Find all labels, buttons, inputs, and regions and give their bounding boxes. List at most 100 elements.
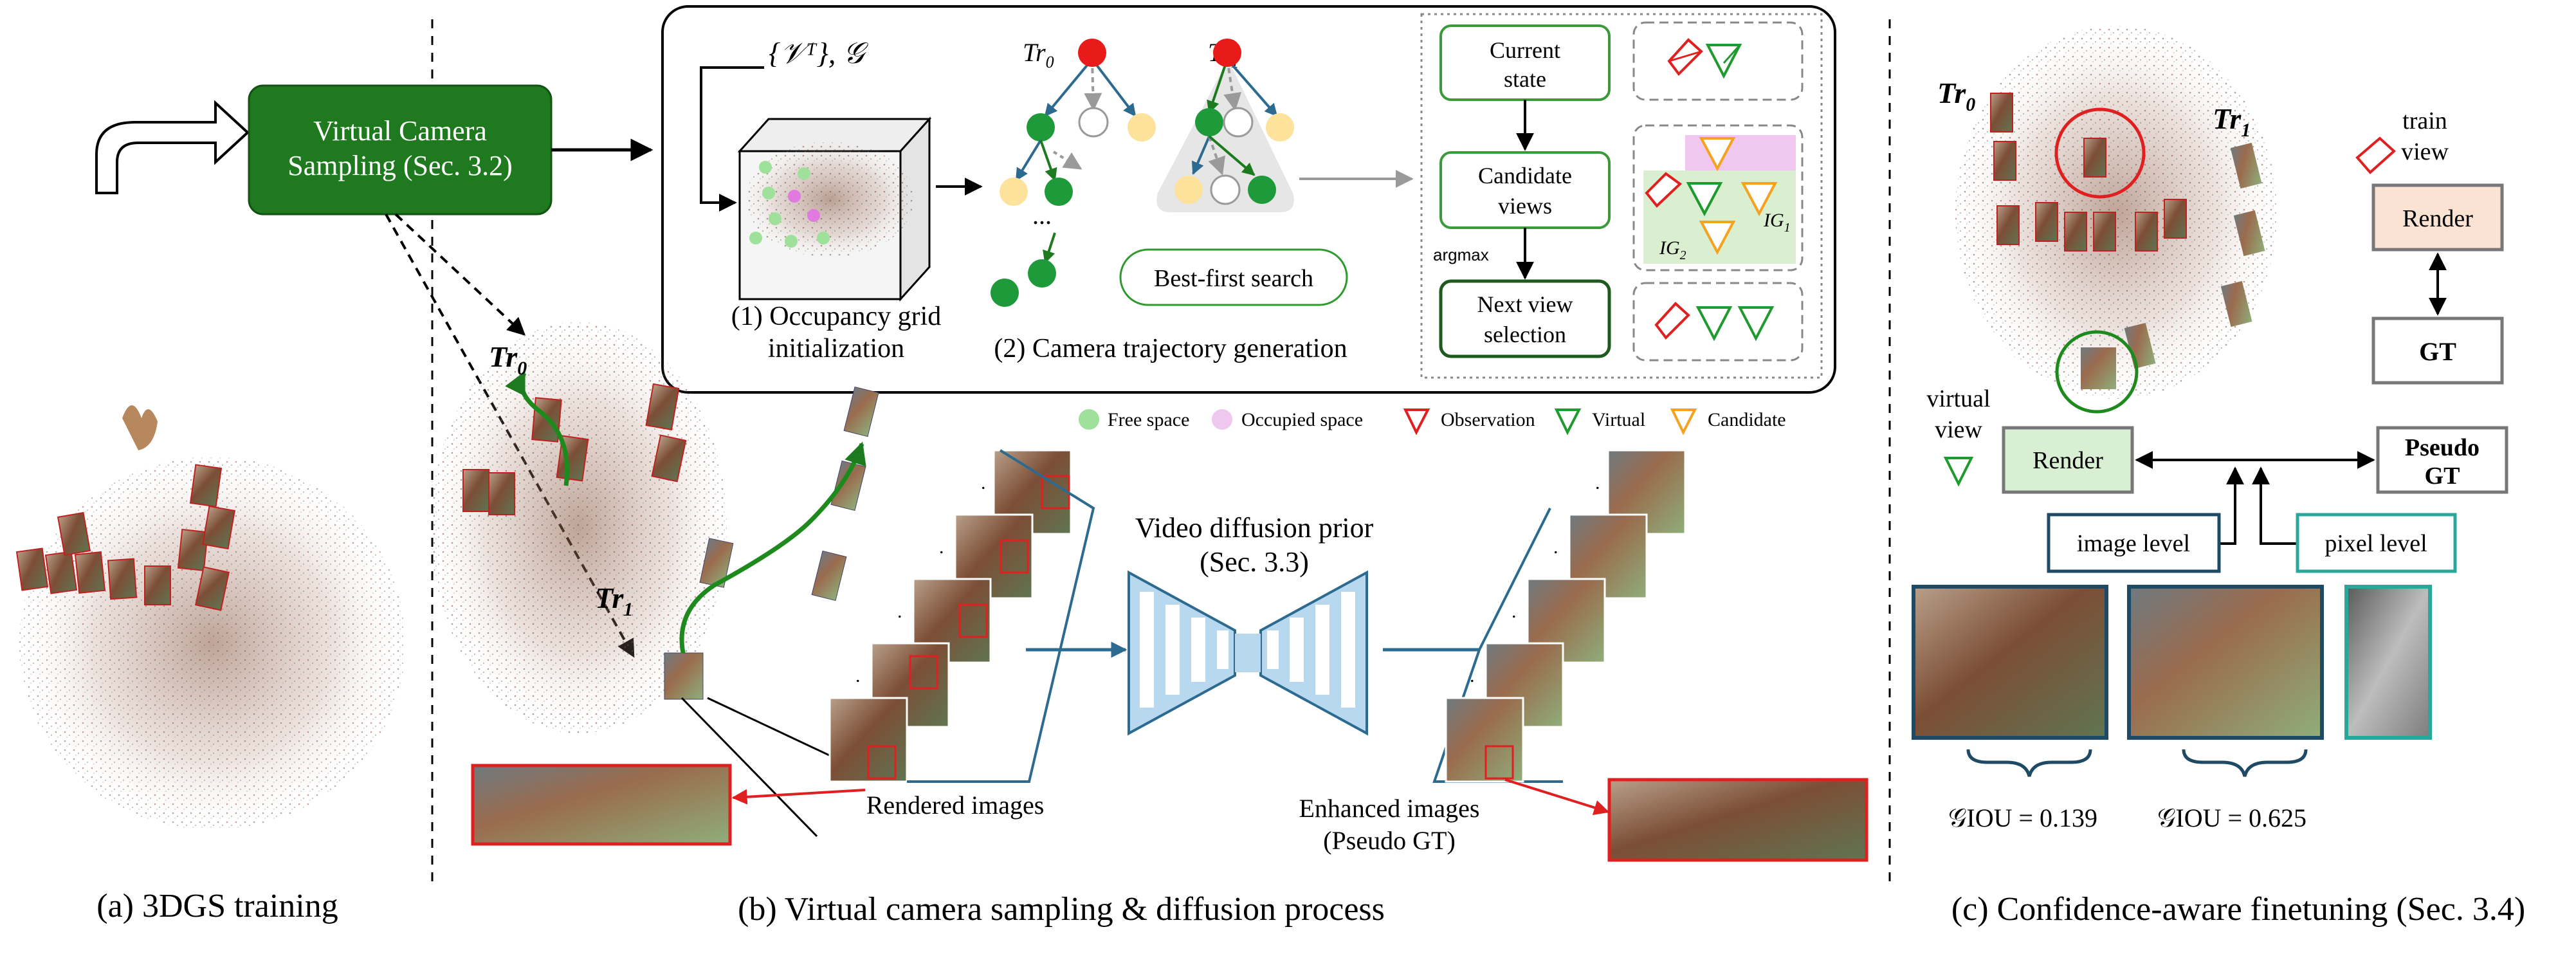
pixel-level-label: pixel level bbox=[2325, 530, 2427, 557]
candidate-line2: views bbox=[1498, 193, 1552, 219]
pseudo-gt-box bbox=[2376, 426, 2508, 494]
virtual-icon bbox=[1705, 44, 1742, 79]
ig1-label: IG1 bbox=[1763, 210, 1791, 235]
train-view-line1: train bbox=[2402, 107, 2447, 134]
stack-bracket-left bbox=[907, 449, 1095, 783]
inputs-bracket bbox=[700, 66, 764, 212]
svg-text:.: . bbox=[1470, 665, 1475, 686]
enhanced-line2: (Pseudo GT) bbox=[1323, 826, 1456, 855]
svg-text:.: . bbox=[855, 665, 861, 686]
observation-icon bbox=[1667, 38, 1703, 77]
tree1-root bbox=[1213, 39, 1241, 67]
best-first-search-label: Best-first search bbox=[1154, 265, 1313, 292]
image-level-box bbox=[2047, 513, 2221, 573]
enhanced-line1: Enhanced images bbox=[1299, 794, 1480, 823]
legend-free: Free space bbox=[1108, 409, 1189, 430]
input-arrow-icon bbox=[95, 100, 250, 194]
train-view-highlight bbox=[2054, 107, 2146, 199]
gt-label: GT bbox=[2419, 337, 2456, 366]
state-mini-2 bbox=[1632, 124, 1804, 271]
panel-c-caption: (c) Confidence-aware finetuning (Sec. 3.… bbox=[1951, 891, 2525, 928]
next-line1: Next view bbox=[1477, 291, 1573, 317]
best-first-search-box bbox=[1119, 248, 1348, 306]
enhanced-crop bbox=[1607, 778, 1868, 862]
point-cloud-b bbox=[425, 315, 879, 740]
pseudo-line1: Pseudo bbox=[2405, 434, 2480, 461]
legend-occupied: Occupied space bbox=[1241, 409, 1363, 430]
virtual-view-line2: view bbox=[1935, 416, 1982, 443]
svg-text:.: . bbox=[981, 472, 986, 493]
occupancy-line1: (1) Occupancy grid bbox=[731, 302, 942, 331]
svg-text:.: . bbox=[1595, 472, 1600, 493]
pixel-level-box bbox=[2296, 513, 2457, 573]
trajectory-tr1 bbox=[679, 441, 866, 654]
rendered-label: Rendered images bbox=[866, 791, 1045, 820]
point-cloud-c bbox=[1949, 19, 2283, 405]
traj0-label: Tr0 bbox=[489, 340, 527, 379]
dashed-arrow-tr0 bbox=[394, 213, 526, 336]
tree0-root bbox=[1078, 39, 1106, 67]
tree0-label: Tr0 bbox=[1023, 38, 1054, 71]
tr0-label: Tr0 bbox=[1937, 77, 1975, 115]
diffusion-line1: Video diffusion prior bbox=[1135, 512, 1374, 544]
sampling-box-line1: Virtual Camera bbox=[313, 115, 487, 147]
train-view-line2: view bbox=[2401, 138, 2449, 165]
tr1-label: Tr1 bbox=[2213, 102, 2251, 141]
legend-candidate: Candidate bbox=[1708, 409, 1786, 430]
traj1-label: Tr1 bbox=[595, 582, 633, 620]
observation-icon-2 bbox=[1645, 172, 1683, 208]
svg-text:.: . bbox=[939, 537, 944, 558]
legend-observation: Observation bbox=[1441, 409, 1535, 430]
tree-1: Tr1 bbox=[1156, 38, 1294, 212]
argmax-label: argmax bbox=[1433, 245, 1489, 264]
legend: Free space Occupied space Observation Vi… bbox=[1079, 408, 1786, 436]
virtual-icon-2 bbox=[1686, 182, 1723, 217]
render-bottom-box bbox=[2002, 426, 2134, 494]
occupancy-grid-cube bbox=[737, 116, 932, 302]
state-mini-1 bbox=[1632, 21, 1804, 101]
giou-2: 𝒢IOU = 0.625 bbox=[2157, 803, 2307, 832]
state-mini-3 bbox=[1632, 282, 1804, 362]
zoom-line-1 bbox=[681, 697, 818, 838]
next-view-box bbox=[1439, 279, 1611, 358]
occupancy-line2: initialization bbox=[768, 334, 904, 363]
rendered-crop bbox=[471, 764, 732, 846]
enhanced-stack: .... bbox=[1445, 449, 1686, 783]
gt-box bbox=[2371, 316, 2504, 385]
ig2-label: IG2 bbox=[1659, 237, 1686, 262]
render-top-box bbox=[2371, 183, 2504, 252]
point-cloud-a bbox=[13, 405, 412, 836]
candidate-icons bbox=[1699, 137, 1778, 255]
panel-b: {𝒱ᵀ}, 𝒢 (1) Occupancy grid initializatio… bbox=[425, 5, 1868, 928]
trajectory-tr0 bbox=[505, 371, 570, 486]
train-view-icon bbox=[2355, 136, 2396, 174]
panel-a: Virtual Camera Sampling (Sec. 3.2) bbox=[13, 84, 653, 924]
virtual-view-line1: virtual bbox=[1926, 385, 1990, 412]
inputs-label: {𝒱ᵀ}, 𝒢 bbox=[769, 37, 869, 69]
next-line2: selection bbox=[1484, 322, 1566, 347]
trajectory-label: (2) Camera trajectory generation bbox=[994, 334, 1347, 363]
tree0-ellipsis: ... bbox=[1032, 201, 1052, 230]
tree-0: Tr0 ... bbox=[1000, 38, 1156, 288]
diffusion-line2: (Sec. 3.3) bbox=[1200, 546, 1309, 578]
virtual-view-icon bbox=[1943, 457, 1974, 487]
sampling-box-line2: Sampling (Sec. 3.2) bbox=[288, 150, 513, 181]
giou-1: 𝒢IOU = 0.139 bbox=[1948, 803, 2097, 832]
current-line2: state bbox=[1504, 66, 1546, 92]
virtual-view-highlight bbox=[2055, 330, 2139, 414]
rendered-stack: .... bbox=[828, 449, 1072, 783]
flow-box bbox=[1420, 13, 1823, 379]
render-top-label: Render bbox=[2402, 205, 2473, 232]
svg-text:.: . bbox=[897, 601, 902, 622]
diffusion-network bbox=[1128, 570, 1368, 736]
legend-virtual: Virtual bbox=[1592, 409, 1645, 430]
image-level-label: image level bbox=[2077, 530, 2190, 557]
panel-c: Tr0 Tr1 train view Render GT virtual vie… bbox=[1912, 19, 2525, 928]
current-line1: Current bbox=[1490, 37, 1560, 63]
pixel-level-example bbox=[2344, 585, 2432, 740]
panel-a-caption: (a) 3DGS training bbox=[96, 888, 338, 924]
svg-text:.: . bbox=[1553, 537, 1558, 558]
svg-text:.: . bbox=[1512, 601, 1517, 622]
pseudo-line2: GT bbox=[2425, 463, 2460, 490]
image-level-example-1 bbox=[1912, 585, 2108, 740]
